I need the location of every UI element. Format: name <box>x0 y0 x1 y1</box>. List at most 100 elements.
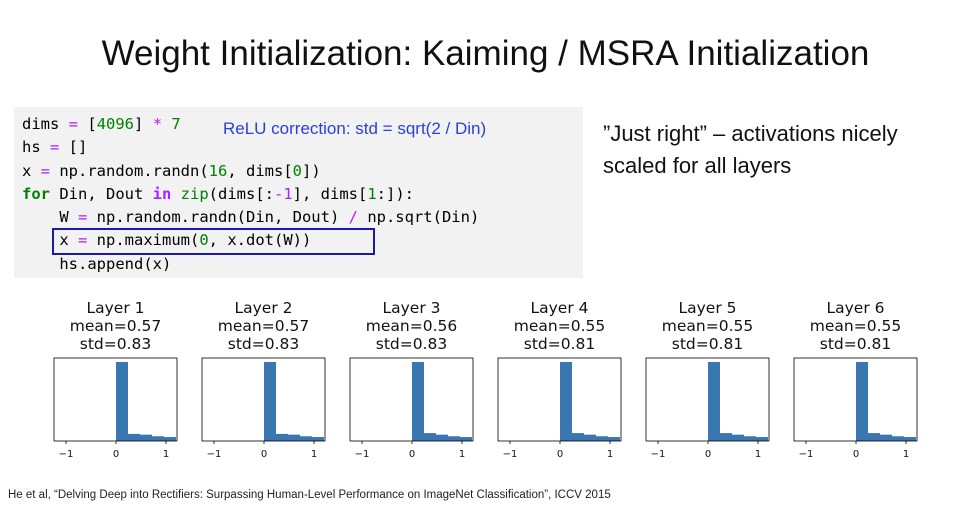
bar <box>128 433 140 441</box>
code-token: (dims[: <box>208 184 274 203</box>
plot-frame <box>201 357 326 442</box>
bar <box>264 361 276 441</box>
bar <box>744 436 756 441</box>
chart-annotation: mean=0.57 <box>218 317 309 335</box>
x-tick-label: −1 <box>207 449 222 460</box>
chart-title: Layer 5 <box>678 299 736 317</box>
x-tick-label: −1 <box>799 449 814 460</box>
bar <box>312 437 324 441</box>
code-token: ], dims[ <box>292 184 368 203</box>
code-token: ] <box>134 115 153 133</box>
chart-annotation: mean=0.56 <box>366 317 457 335</box>
code-token: np.sqrt(Din) <box>357 208 480 227</box>
bar <box>424 433 436 441</box>
code-block: dims = [4096] * 7 hs = [] x = np.random.ra… <box>22 113 479 276</box>
bar <box>460 437 472 441</box>
highlight-box <box>52 228 375 255</box>
code-annotation: ReLU correction: std = sqrt(2 / Din) <box>223 119 487 138</box>
bar <box>300 436 312 441</box>
code-token <box>162 115 171 133</box>
code-token: zip <box>180 184 209 203</box>
x-tick-label: −1 <box>651 449 666 460</box>
chart-annotation: std=0.81 <box>524 335 596 353</box>
code-token: , dims[ <box>227 161 293 180</box>
x-tick-label: −1 <box>503 449 518 460</box>
code-token: Din, Dout <box>50 184 153 203</box>
bar <box>856 361 868 441</box>
x-tick-label: −1 <box>355 449 370 460</box>
citation: He et al, “Delving Deep into Rectifiers:… <box>8 489 611 501</box>
x-tick-label: 0 <box>853 449 859 460</box>
code-token: [] <box>59 138 88 157</box>
code-token: W <box>22 208 78 227</box>
bar <box>880 434 892 441</box>
code-token: 0 <box>199 231 209 250</box>
bar <box>140 434 152 441</box>
code-token: :]): <box>376 184 414 203</box>
x-tick-label: 0 <box>705 449 711 460</box>
chart-title: Layer 6 <box>826 299 884 317</box>
code-token: 16 <box>208 161 228 180</box>
code-token: np.random.randn(Din, Dout) <box>87 208 349 227</box>
note: ”Just right” – activations nicely scaled … <box>603 118 898 182</box>
bar <box>596 436 608 441</box>
code-token: hs.append(x) <box>22 254 172 273</box>
x-tick-label: 1 <box>755 449 761 460</box>
code-token: = <box>78 208 88 227</box>
chart-annotation: mean=0.55 <box>662 317 753 335</box>
code-token: 7 <box>171 115 181 133</box>
code-token: * <box>152 115 163 133</box>
code-token: / <box>348 208 358 227</box>
code-token <box>171 185 180 203</box>
x-tick-label: 1 <box>607 449 613 460</box>
chart-annotation: std=0.83 <box>80 335 152 353</box>
x-tick-label: 0 <box>557 449 563 460</box>
chart-title: Layer 1 <box>86 299 144 317</box>
code-line: hs = [] <box>22 136 479 159</box>
bar <box>164 437 176 441</box>
chart-title: Layer 4 <box>530 299 588 317</box>
code-line: x = np.maximum(0, x.dot(W)) <box>22 229 479 252</box>
code-line: hs.append(x) <box>22 253 479 276</box>
code-token: x <box>22 161 41 180</box>
bar <box>448 436 460 441</box>
chart-annotation: mean=0.55 <box>810 317 901 335</box>
bar <box>116 361 128 441</box>
bar <box>904 437 916 441</box>
code-token: x <box>22 231 78 250</box>
chart-annotation: std=0.83 <box>228 335 300 353</box>
code-token: = <box>40 161 51 180</box>
slide-title: Weight Initialization: Kaiming / MSRA In… <box>101 34 870 73</box>
code-token: np.maximum( <box>87 231 200 250</box>
chart-annotation: std=0.81 <box>820 335 892 353</box>
plot-frame <box>53 357 178 442</box>
code-token: 1 <box>367 184 377 203</box>
x-tick-label: 0 <box>409 449 415 460</box>
code-line: x = np.random.randn(16, dims[0]) <box>22 160 479 183</box>
code-background <box>14 107 583 278</box>
code-token: = <box>78 231 88 250</box>
code-token: 4096 <box>96 115 135 133</box>
code-token: dims <box>22 115 69 133</box>
chart-title: Layer 2 <box>234 299 292 317</box>
chart-annotation: std=0.81 <box>672 335 744 353</box>
bar <box>868 433 880 441</box>
bar <box>152 436 164 441</box>
bar <box>276 433 288 441</box>
bar <box>572 433 584 441</box>
bar <box>892 436 904 441</box>
chart-annotation: mean=0.55 <box>514 317 605 335</box>
x-tick-label: 1 <box>311 449 317 460</box>
code-token: [ <box>78 115 97 133</box>
bar <box>560 361 572 441</box>
plot-frame <box>349 357 474 442</box>
code-token: np.random.randn( <box>50 161 209 180</box>
code-line: W = np.random.randn(Din, Dout) / np.sqrt… <box>22 206 479 229</box>
bar <box>412 361 424 441</box>
bar <box>732 434 744 441</box>
code-line: for Din, Dout in zip(dims[:-1], dims[1:]… <box>22 183 479 206</box>
plot-frame <box>793 357 918 442</box>
x-tick-label: 1 <box>459 449 465 460</box>
